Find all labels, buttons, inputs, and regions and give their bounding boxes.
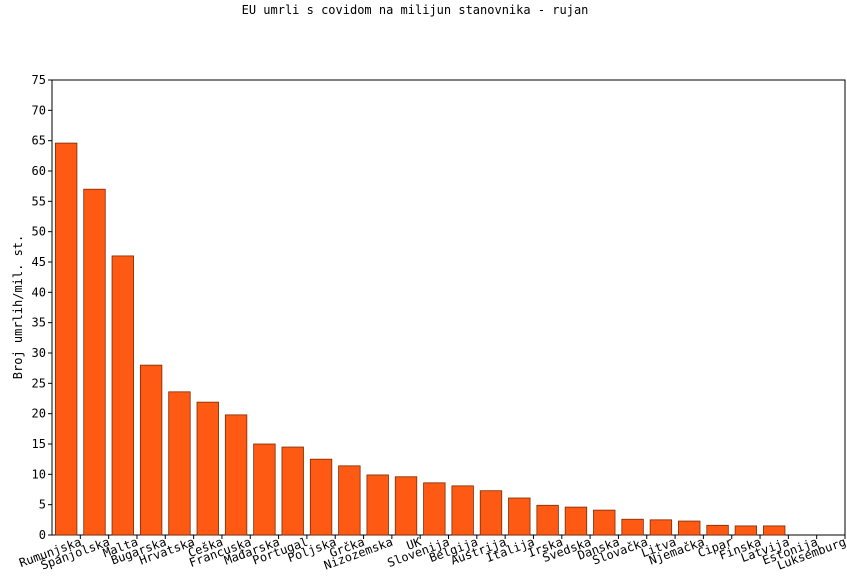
bar <box>479 490 503 536</box>
bar <box>366 474 389 536</box>
y-tick-label: 30 <box>32 346 46 360</box>
y-tick-label: 50 <box>32 225 46 239</box>
bar <box>338 465 361 536</box>
bar <box>564 506 588 536</box>
bar <box>649 519 673 536</box>
bar <box>451 485 474 536</box>
bar <box>536 504 559 536</box>
y-tick-label: 75 <box>32 73 46 87</box>
y-tick-label: 70 <box>32 103 46 117</box>
bar <box>394 476 418 536</box>
bar <box>224 414 248 536</box>
y-tick-label: 65 <box>32 134 46 148</box>
bar <box>508 497 531 536</box>
chart-title: EU umrli s covidom na milijun stanovnika… <box>242 3 589 17</box>
bar <box>621 518 644 536</box>
y-tick-label: 40 <box>32 285 46 299</box>
bar <box>423 482 446 536</box>
bar <box>139 364 163 536</box>
bar <box>168 391 191 536</box>
bar <box>706 524 729 536</box>
bar <box>196 401 219 536</box>
y-tick-label: 60 <box>32 164 46 178</box>
y-tick-label: 15 <box>32 437 46 451</box>
bar <box>678 520 701 536</box>
y-tick-label: 0 <box>39 528 46 542</box>
y-tick-label: 45 <box>32 255 46 269</box>
y-tick-label: 35 <box>32 316 46 330</box>
y-tick-label: 55 <box>32 194 46 208</box>
bar <box>763 525 786 536</box>
bar <box>593 509 616 536</box>
bar <box>111 255 134 536</box>
bar <box>734 525 758 536</box>
y-tick-label: 5 <box>39 498 46 512</box>
bar <box>54 142 78 536</box>
y-axis-label: Broj umrlih/mil. st. <box>11 235 25 380</box>
bar <box>83 188 106 536</box>
y-tick-label: 10 <box>32 467 46 481</box>
y-tick-label: 25 <box>32 376 46 390</box>
bar <box>253 443 276 536</box>
x-tick-label: UK <box>405 534 424 552</box>
bar <box>281 446 304 536</box>
bar <box>309 458 333 536</box>
y-tick-label: 20 <box>32 407 46 421</box>
